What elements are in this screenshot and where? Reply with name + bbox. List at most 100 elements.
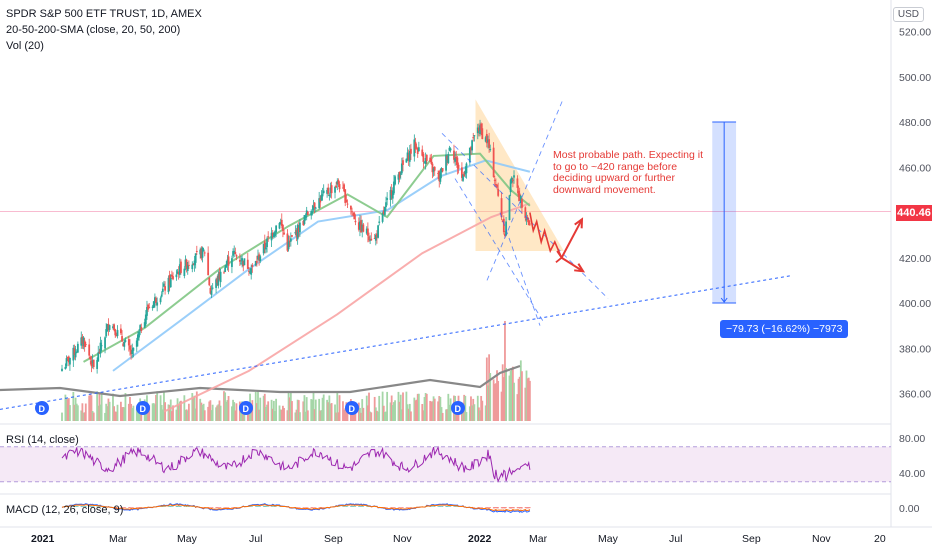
macd-histogram-bar <box>167 506 170 507</box>
candle <box>224 265 227 273</box>
candle <box>251 263 254 273</box>
candle <box>505 217 507 237</box>
volume-bar <box>194 408 197 421</box>
candle-body <box>519 195 522 204</box>
volume-bar <box>65 397 68 421</box>
candle-body <box>98 351 101 354</box>
candle-body <box>278 222 281 229</box>
macd-histogram-bar <box>275 506 277 507</box>
volume-bar <box>359 407 361 421</box>
candle <box>462 173 464 183</box>
candle <box>271 229 274 239</box>
candle <box>122 341 125 347</box>
macd-histogram-bar <box>501 507 504 509</box>
candle <box>502 215 505 235</box>
candle <box>69 357 71 371</box>
candle-body <box>274 231 276 237</box>
candle <box>82 335 85 350</box>
macd-histogram-bar <box>175 506 178 507</box>
candle <box>274 230 276 238</box>
candle-body <box>255 260 258 263</box>
candle <box>378 215 381 226</box>
macd-histogram-bar <box>226 507 229 508</box>
candle <box>185 258 188 273</box>
volume-bar <box>272 400 275 421</box>
candle <box>374 233 377 246</box>
candle <box>337 178 340 187</box>
candle <box>521 197 523 215</box>
currency-button[interactable]: USD <box>892 7 924 22</box>
candle-body <box>66 357 69 359</box>
volume-bar <box>289 391 292 421</box>
volume-bar <box>382 405 385 421</box>
volume-bar <box>175 409 178 421</box>
measure-arrow-head <box>720 297 728 303</box>
path-annotation[interactable]: Most probable path. Expecting it to go t… <box>553 149 704 196</box>
macd-histogram-bar <box>296 507 299 508</box>
volume-bar <box>400 409 403 421</box>
macd-histogram-bar <box>74 506 77 507</box>
volume-bar <box>485 357 488 421</box>
volume-bar <box>368 392 370 421</box>
volume-bar <box>163 391 165 421</box>
volume-bar <box>369 411 372 421</box>
candle <box>456 156 459 175</box>
volume-bar <box>373 396 376 421</box>
macd-histogram-bar <box>513 507 515 509</box>
measure-label[interactable]: −79.73 (−16.62%) −7973 <box>720 320 849 338</box>
candle <box>361 219 364 238</box>
volume-bar <box>152 403 155 421</box>
volume-bar <box>283 407 285 421</box>
candle-body <box>121 336 123 342</box>
volume-bar <box>286 410 289 421</box>
candle <box>299 219 301 237</box>
volume-bar <box>440 407 443 421</box>
candle <box>193 256 196 272</box>
candle-body <box>445 154 447 171</box>
volume-bar <box>306 410 309 421</box>
candle <box>437 170 440 180</box>
macd-histogram-bar <box>267 506 269 507</box>
candle <box>493 175 496 187</box>
macd-histogram-bar <box>96 506 98 507</box>
volume-bar <box>484 405 487 421</box>
macd-histogram-bar <box>431 506 434 507</box>
candle <box>297 221 300 238</box>
candle <box>461 162 463 182</box>
candle-body <box>207 252 210 276</box>
volume-bar <box>80 410 83 421</box>
volume-bar <box>526 378 529 421</box>
volume-bar <box>377 411 379 421</box>
candle <box>390 184 393 200</box>
candle-body <box>61 368 63 371</box>
candle-body <box>238 259 241 262</box>
volume-bar <box>343 409 345 421</box>
volume-bar <box>461 411 463 421</box>
candle <box>169 273 172 288</box>
candle <box>383 206 386 217</box>
dividend-marker-label: D <box>243 404 250 414</box>
candle-body <box>525 218 528 221</box>
volume-bar <box>116 404 119 421</box>
candle <box>152 301 155 309</box>
candle <box>287 235 290 252</box>
candle-body <box>481 128 484 140</box>
candle <box>402 157 404 172</box>
candle-body <box>241 258 244 262</box>
candle <box>250 264 253 280</box>
candle <box>161 282 164 295</box>
candle-body <box>178 264 181 275</box>
candle-body <box>143 322 146 328</box>
candle <box>382 206 385 215</box>
candle <box>187 260 190 270</box>
volume-bar <box>448 404 451 421</box>
volume-bar <box>335 412 338 421</box>
candle-body <box>67 356 70 363</box>
candle <box>394 174 396 186</box>
candle-body <box>438 171 441 182</box>
macd-histogram-bar <box>259 506 261 507</box>
candle <box>67 355 70 367</box>
candle <box>393 175 395 195</box>
macd-histogram-bar <box>93 506 95 507</box>
